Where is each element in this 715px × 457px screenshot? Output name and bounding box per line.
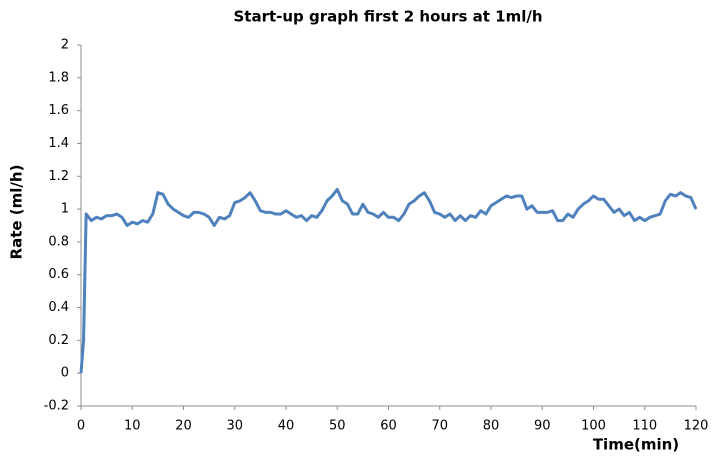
y-tick-label: 0.4: [48, 300, 69, 315]
y-tick-label: 2: [61, 38, 69, 53]
y-tick-label: 0.8: [48, 234, 69, 249]
y-tick-label: 1.4: [48, 136, 69, 151]
y-tick-label: 1: [61, 202, 69, 217]
chart-title: Start-up graph first 2 hours at 1ml/h: [233, 8, 542, 26]
x-tick-label: 60: [380, 419, 397, 434]
y-tick-label: 0.2: [48, 333, 69, 348]
x-tick-label: 50: [329, 419, 346, 434]
y-tick-label: 1.8: [48, 70, 69, 85]
y-tick-label: -0.2: [44, 399, 69, 414]
x-tick-label: 90: [534, 419, 551, 434]
y-tick-label: 1.6: [48, 103, 69, 118]
x-tick-label: 10: [124, 419, 141, 434]
x-tick-label: 70: [431, 419, 448, 434]
y-tick-label: 0.6: [48, 267, 69, 282]
x-tick-label: 100: [581, 419, 606, 434]
x-tick-label: 110: [632, 419, 657, 434]
y-axis-label: Rate (ml/h): [8, 165, 26, 260]
x-tick-label: 30: [226, 419, 243, 434]
data-line: [79, 187, 698, 374]
y-tick-label: 0: [61, 366, 69, 381]
x-tick-label: 0: [77, 419, 85, 434]
x-tick-label: 20: [175, 419, 192, 434]
x-tick-label: 40: [278, 419, 295, 434]
x-tick-label: 120: [684, 419, 709, 434]
y-tick-label: 1.2: [48, 169, 69, 184]
x-tick-label: 80: [483, 419, 500, 434]
x-axis-label: Time(min): [593, 436, 679, 454]
